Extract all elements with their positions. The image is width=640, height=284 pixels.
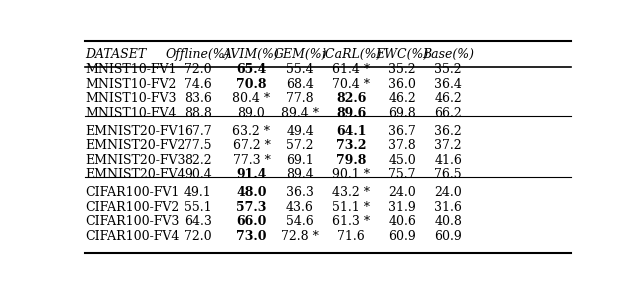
Text: CIFAR100-FV1: CIFAR100-FV1 — [85, 186, 179, 199]
Text: 67.2 *: 67.2 * — [232, 139, 270, 152]
Text: 51.1 *: 51.1 * — [332, 201, 370, 214]
Text: 77.8: 77.8 — [286, 92, 314, 105]
Text: 69.8: 69.8 — [388, 107, 416, 120]
Text: 54.6: 54.6 — [286, 215, 314, 228]
Text: 55.4: 55.4 — [286, 63, 314, 76]
Text: 46.2: 46.2 — [388, 92, 416, 105]
Text: 57.2: 57.2 — [286, 139, 314, 152]
Text: 82.2: 82.2 — [184, 154, 212, 167]
Text: 66.0: 66.0 — [236, 215, 267, 228]
Text: 37.8: 37.8 — [388, 139, 416, 152]
Text: 40.6: 40.6 — [388, 215, 416, 228]
Text: Base(%): Base(%) — [422, 48, 474, 61]
Text: 70.4 *: 70.4 * — [332, 78, 370, 91]
Text: 60.9: 60.9 — [435, 230, 462, 243]
Text: GEM(%): GEM(%) — [273, 48, 327, 61]
Text: 89.4 *: 89.4 * — [281, 107, 319, 120]
Text: 35.2: 35.2 — [388, 63, 416, 76]
Text: 90.1 *: 90.1 * — [332, 168, 370, 181]
Text: CIFAR100-FV2: CIFAR100-FV2 — [85, 201, 179, 214]
Text: 72.8 *: 72.8 * — [281, 230, 319, 243]
Text: 40.8: 40.8 — [435, 215, 462, 228]
Text: CIFAR100-FV3: CIFAR100-FV3 — [85, 215, 179, 228]
Text: 77.3 *: 77.3 * — [232, 154, 270, 167]
Text: 24.0: 24.0 — [388, 186, 416, 199]
Text: 67.7: 67.7 — [184, 125, 212, 138]
Text: 77.5: 77.5 — [184, 139, 212, 152]
Text: 36.0: 36.0 — [388, 78, 416, 91]
Text: 68.4: 68.4 — [286, 78, 314, 91]
Text: 88.8: 88.8 — [184, 107, 212, 120]
Text: AVIM(%): AVIM(%) — [223, 48, 280, 61]
Text: 90.4: 90.4 — [184, 168, 212, 181]
Text: 36.4: 36.4 — [435, 78, 462, 91]
Text: 70.8: 70.8 — [236, 78, 267, 91]
Text: EMNIST20-FV3: EMNIST20-FV3 — [85, 154, 186, 167]
Text: 57.3: 57.3 — [236, 201, 267, 214]
Text: CIFAR100-FV4: CIFAR100-FV4 — [85, 230, 179, 243]
Text: MNIST10-FV1: MNIST10-FV1 — [85, 63, 177, 76]
Text: 91.4: 91.4 — [236, 168, 267, 181]
Text: 72.0: 72.0 — [184, 63, 212, 76]
Text: iCaRL(%): iCaRL(%) — [321, 48, 381, 61]
Text: EMNIST20-FV2: EMNIST20-FV2 — [85, 139, 186, 152]
Text: 76.5: 76.5 — [435, 168, 462, 181]
Text: 71.6: 71.6 — [337, 230, 365, 243]
Text: 55.1: 55.1 — [184, 201, 212, 214]
Text: 46.2: 46.2 — [435, 92, 462, 105]
Text: 74.6: 74.6 — [184, 78, 212, 91]
Text: 73.2: 73.2 — [336, 139, 366, 152]
Text: 69.1: 69.1 — [286, 154, 314, 167]
Text: 31.9: 31.9 — [388, 201, 416, 214]
Text: 41.6: 41.6 — [435, 154, 462, 167]
Text: 35.2: 35.2 — [435, 63, 462, 76]
Text: Offline(%): Offline(%) — [166, 48, 230, 61]
Text: 60.9: 60.9 — [388, 230, 416, 243]
Text: 89.0: 89.0 — [237, 107, 266, 120]
Text: EMNIST20-FV4: EMNIST20-FV4 — [85, 168, 186, 181]
Text: EWC(%): EWC(%) — [376, 48, 429, 61]
Text: 75.7: 75.7 — [388, 168, 416, 181]
Text: 36.3: 36.3 — [286, 186, 314, 199]
Text: 61.3 *: 61.3 * — [332, 215, 370, 228]
Text: 49.1: 49.1 — [184, 186, 212, 199]
Text: 72.0: 72.0 — [184, 230, 212, 243]
Text: 36.2: 36.2 — [435, 125, 462, 138]
Text: 37.2: 37.2 — [435, 139, 462, 152]
Text: 64.1: 64.1 — [336, 125, 366, 138]
Text: 63.2 *: 63.2 * — [232, 125, 271, 138]
Text: EMNIST20-FV1: EMNIST20-FV1 — [85, 125, 186, 138]
Text: 83.6: 83.6 — [184, 92, 212, 105]
Text: 66.2: 66.2 — [435, 107, 462, 120]
Text: 45.0: 45.0 — [388, 154, 416, 167]
Text: 43.6: 43.6 — [286, 201, 314, 214]
Text: 82.6: 82.6 — [336, 92, 366, 105]
Text: 31.6: 31.6 — [435, 201, 462, 214]
Text: 73.0: 73.0 — [236, 230, 267, 243]
Text: 79.8: 79.8 — [336, 154, 366, 167]
Text: 65.4: 65.4 — [236, 63, 267, 76]
Text: 36.7: 36.7 — [388, 125, 416, 138]
Text: 80.4 *: 80.4 * — [232, 92, 271, 105]
Text: MNIST10-FV2: MNIST10-FV2 — [85, 78, 177, 91]
Text: 24.0: 24.0 — [435, 186, 462, 199]
Text: 43.2 *: 43.2 * — [332, 186, 370, 199]
Text: 49.4: 49.4 — [286, 125, 314, 138]
Text: DATASET: DATASET — [85, 48, 146, 61]
Text: 89.6: 89.6 — [336, 107, 366, 120]
Text: MNIST10-FV4: MNIST10-FV4 — [85, 107, 177, 120]
Text: MNIST10-FV3: MNIST10-FV3 — [85, 92, 177, 105]
Text: 61.4 *: 61.4 * — [332, 63, 370, 76]
Text: 48.0: 48.0 — [236, 186, 267, 199]
Text: 64.3: 64.3 — [184, 215, 212, 228]
Text: 89.4: 89.4 — [286, 168, 314, 181]
